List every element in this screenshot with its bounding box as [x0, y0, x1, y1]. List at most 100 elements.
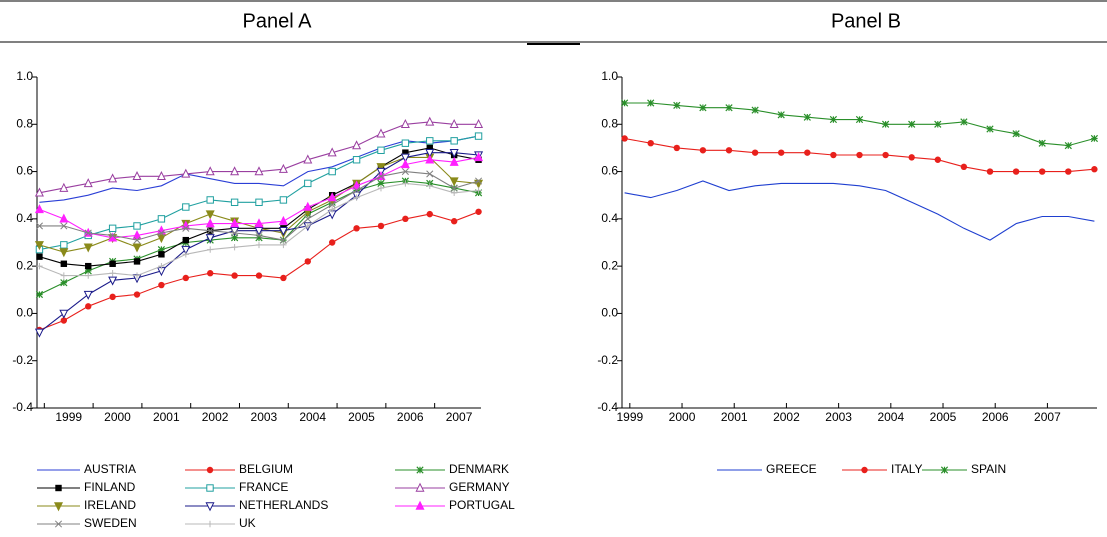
marker [304, 258, 311, 265]
marker [960, 163, 968, 171]
marker [908, 154, 915, 161]
x-tick-label: 2003 [251, 410, 278, 424]
marker [156, 234, 166, 244]
marker [157, 229, 165, 237]
y-tick-label: 0.0 [16, 306, 33, 320]
x-tick-label: 2001 [721, 410, 748, 424]
marker [751, 149, 759, 156]
marker [426, 210, 433, 218]
marker [475, 208, 482, 215]
marker [230, 218, 240, 228]
marker [60, 222, 68, 230]
marker [475, 187, 482, 194]
marker [353, 225, 360, 232]
marker [255, 272, 263, 279]
marker [108, 173, 118, 183]
marker [647, 99, 655, 107]
marker [327, 192, 337, 202]
marker [1091, 166, 1098, 173]
marker [377, 172, 385, 180]
marker [60, 317, 68, 324]
legend-label: FINLAND [84, 480, 136, 494]
marker [1012, 168, 1020, 175]
y-tick-label: 0.4 [601, 211, 618, 225]
marker [856, 151, 863, 159]
marker [353, 194, 360, 201]
x-tick-label: 2000 [104, 410, 131, 424]
marker [327, 147, 337, 157]
marker [377, 184, 385, 192]
marker [934, 156, 941, 163]
marker [85, 272, 92, 279]
marker [725, 147, 733, 154]
legend-label: AUSTRIA [84, 462, 136, 476]
x-tick-label: 1999 [55, 410, 82, 424]
marker [109, 270, 116, 277]
x-tick-label: 2004 [877, 410, 904, 424]
marker [415, 482, 425, 492]
y-tick-label: 0.8 [16, 116, 33, 130]
marker [133, 258, 141, 265]
marker [230, 234, 239, 242]
marker [205, 210, 215, 220]
marker [230, 166, 240, 176]
marker [426, 137, 434, 145]
marker [205, 502, 215, 512]
marker [450, 189, 458, 197]
marker [83, 178, 93, 188]
marker [425, 148, 435, 158]
marker [60, 279, 68, 287]
marker [304, 215, 312, 223]
marker [55, 484, 62, 492]
marker [133, 236, 141, 244]
marker [279, 196, 288, 204]
marker [182, 236, 190, 244]
marker [59, 182, 69, 192]
marker [181, 245, 191, 255]
marker [673, 101, 681, 109]
marker [60, 272, 68, 279]
marker [182, 203, 190, 211]
marker [475, 177, 483, 185]
marker [35, 290, 44, 299]
marker [158, 281, 165, 289]
marker [908, 120, 916, 128]
marker [157, 215, 166, 223]
legend-label: DENMARK [449, 462, 509, 476]
marker [474, 118, 484, 128]
marker [181, 168, 191, 178]
marker [450, 184, 458, 192]
marker [377, 179, 385, 188]
y-tick-label: 1.0 [16, 69, 33, 83]
marker [254, 166, 264, 176]
marker [36, 262, 43, 270]
marker [182, 251, 190, 258]
legend-label: PORTUGAL [449, 498, 515, 512]
legend-label: NETHERLANDS [239, 498, 328, 512]
marker [304, 222, 311, 230]
marker [673, 144, 681, 152]
y-tick-label: 0.6 [16, 164, 33, 178]
marker [699, 104, 707, 112]
marker [426, 144, 433, 152]
marker [206, 484, 214, 492]
y-tick-label: -0.4 [12, 400, 33, 414]
marker [352, 156, 361, 164]
marker [402, 149, 409, 156]
marker [279, 236, 287, 244]
marker [156, 225, 166, 235]
x-tick-label: 2006 [982, 410, 1009, 424]
marker [54, 520, 63, 528]
marker [402, 180, 409, 187]
marker [449, 118, 459, 128]
marker [206, 520, 214, 528]
marker [803, 113, 811, 121]
marker [133, 291, 141, 298]
marker [328, 201, 336, 209]
marker [205, 166, 215, 176]
marker [255, 241, 263, 249]
marker [376, 163, 386, 173]
marker [254, 226, 264, 236]
x-tick-label: 1999 [616, 410, 643, 424]
